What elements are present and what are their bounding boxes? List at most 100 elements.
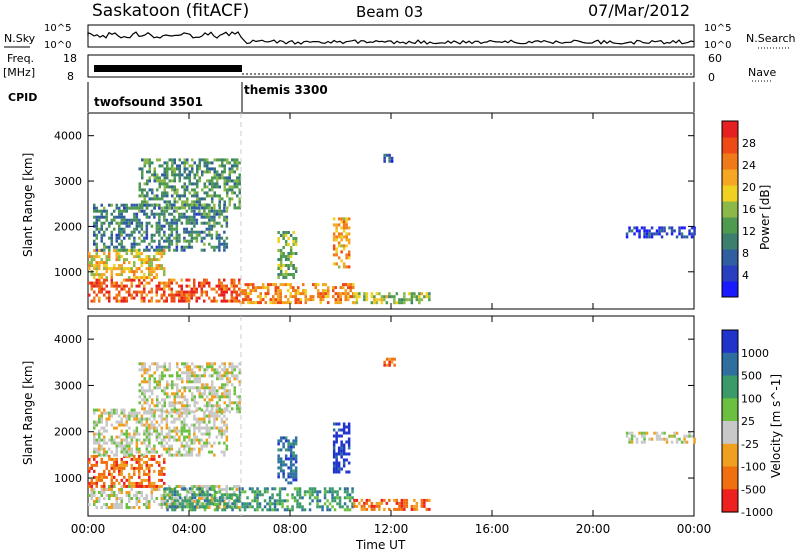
echo-cell (688, 431, 691, 435)
echo-cell (93, 267, 96, 271)
echo-cell (345, 244, 348, 248)
power-x-axis (87, 113, 695, 309)
echo-cell (231, 158, 234, 162)
echo-cell (100, 212, 103, 216)
echo-cell (148, 281, 151, 285)
echo-cell (95, 478, 98, 482)
echo-cell (271, 487, 274, 491)
echo-cell (118, 497, 121, 500)
echo-cell (225, 429, 229, 433)
echo-cell (286, 508, 289, 512)
echo-cell (206, 490, 209, 494)
echo-cell (319, 298, 322, 302)
echo-cell (133, 432, 136, 436)
echo-cell (125, 429, 128, 433)
echo-cell (186, 362, 189, 366)
echo-cell (425, 295, 429, 299)
echo-cell (173, 215, 176, 219)
echo-cell (173, 453, 176, 457)
echo-cell (186, 365, 189, 369)
echo-cell (138, 206, 141, 210)
echo-cell (150, 203, 154, 207)
colorbar-swatch (722, 185, 738, 202)
echo-cell (105, 423, 108, 427)
echo-cell (141, 368, 144, 372)
echo-cell (171, 194, 174, 198)
echo-cell (123, 284, 126, 288)
echo-cell (279, 252, 283, 255)
echo-cell (155, 221, 159, 225)
echo-cell (105, 420, 108, 424)
echo-cell (103, 242, 106, 246)
echo-cell (388, 153, 391, 157)
echo-cell (355, 301, 359, 305)
echo-cell (118, 230, 121, 234)
echo-cell (287, 258, 290, 261)
echo-cell (218, 502, 222, 506)
echo-cell (158, 284, 161, 288)
echo-cell (95, 264, 98, 268)
echo-cell (321, 508, 324, 512)
echo-cell (191, 158, 194, 162)
echo-cell (103, 287, 106, 291)
echo-cell (158, 212, 161, 216)
echo-cell (213, 191, 216, 195)
echo-cell (286, 499, 289, 503)
echo-cell (215, 233, 219, 237)
echo-cell (220, 417, 224, 421)
echo-cell (93, 299, 96, 303)
echo-cell (158, 221, 161, 225)
echo-cell (98, 420, 101, 424)
echo-cell (145, 248, 149, 252)
echo-cell (403, 298, 406, 302)
echo-cell (630, 440, 634, 444)
echo-cell (138, 209, 141, 213)
echo-cell (143, 484, 146, 488)
echo-cell (198, 164, 201, 168)
echo-cell (190, 500, 193, 503)
echo-cell (160, 296, 163, 300)
echo-cell (188, 377, 191, 381)
echo-cell (223, 179, 226, 183)
echo-cell (343, 502, 347, 506)
echo-cell (292, 463, 295, 467)
echo-cell (206, 170, 209, 174)
colorbar-swatch (722, 398, 738, 422)
echo-cell (344, 298, 347, 302)
echo-cell (213, 167, 216, 171)
echo-cell (683, 434, 686, 438)
echo-cell (155, 426, 159, 430)
echo-cell (198, 296, 201, 300)
echo-cell (236, 176, 239, 180)
echo-cell (100, 432, 103, 436)
echo-cell (233, 499, 237, 503)
echo-cell (236, 407, 239, 411)
echo-cell (115, 255, 118, 259)
echo-cell (95, 497, 98, 500)
echo-cell (115, 215, 118, 219)
echo-cell (141, 200, 144, 204)
echo-cell (188, 365, 191, 369)
station-title: Saskatoon (fitACF) (92, 1, 249, 21)
echo-cell (218, 395, 221, 399)
echo-cell (148, 472, 151, 476)
echo-cell (218, 490, 222, 494)
echo-cell (105, 218, 108, 222)
echo-cell (93, 296, 96, 300)
echo-cell (236, 499, 239, 503)
echo-cell (171, 401, 174, 405)
echo-cell (150, 245, 154, 249)
echo-cell (153, 206, 156, 210)
power-colorbar-label: Power [dB] (758, 185, 772, 250)
echo-cell (100, 460, 103, 464)
echo-cell (168, 248, 171, 252)
echo-cell (225, 488, 228, 491)
echo-cell (208, 450, 211, 454)
echo-cell (113, 411, 116, 415)
echo-cell (98, 264, 101, 268)
echo-cell (665, 232, 669, 236)
echo-cell (153, 255, 156, 259)
echo-cell (115, 426, 118, 430)
echo-cell (211, 365, 214, 369)
echo-cell (188, 426, 191, 430)
